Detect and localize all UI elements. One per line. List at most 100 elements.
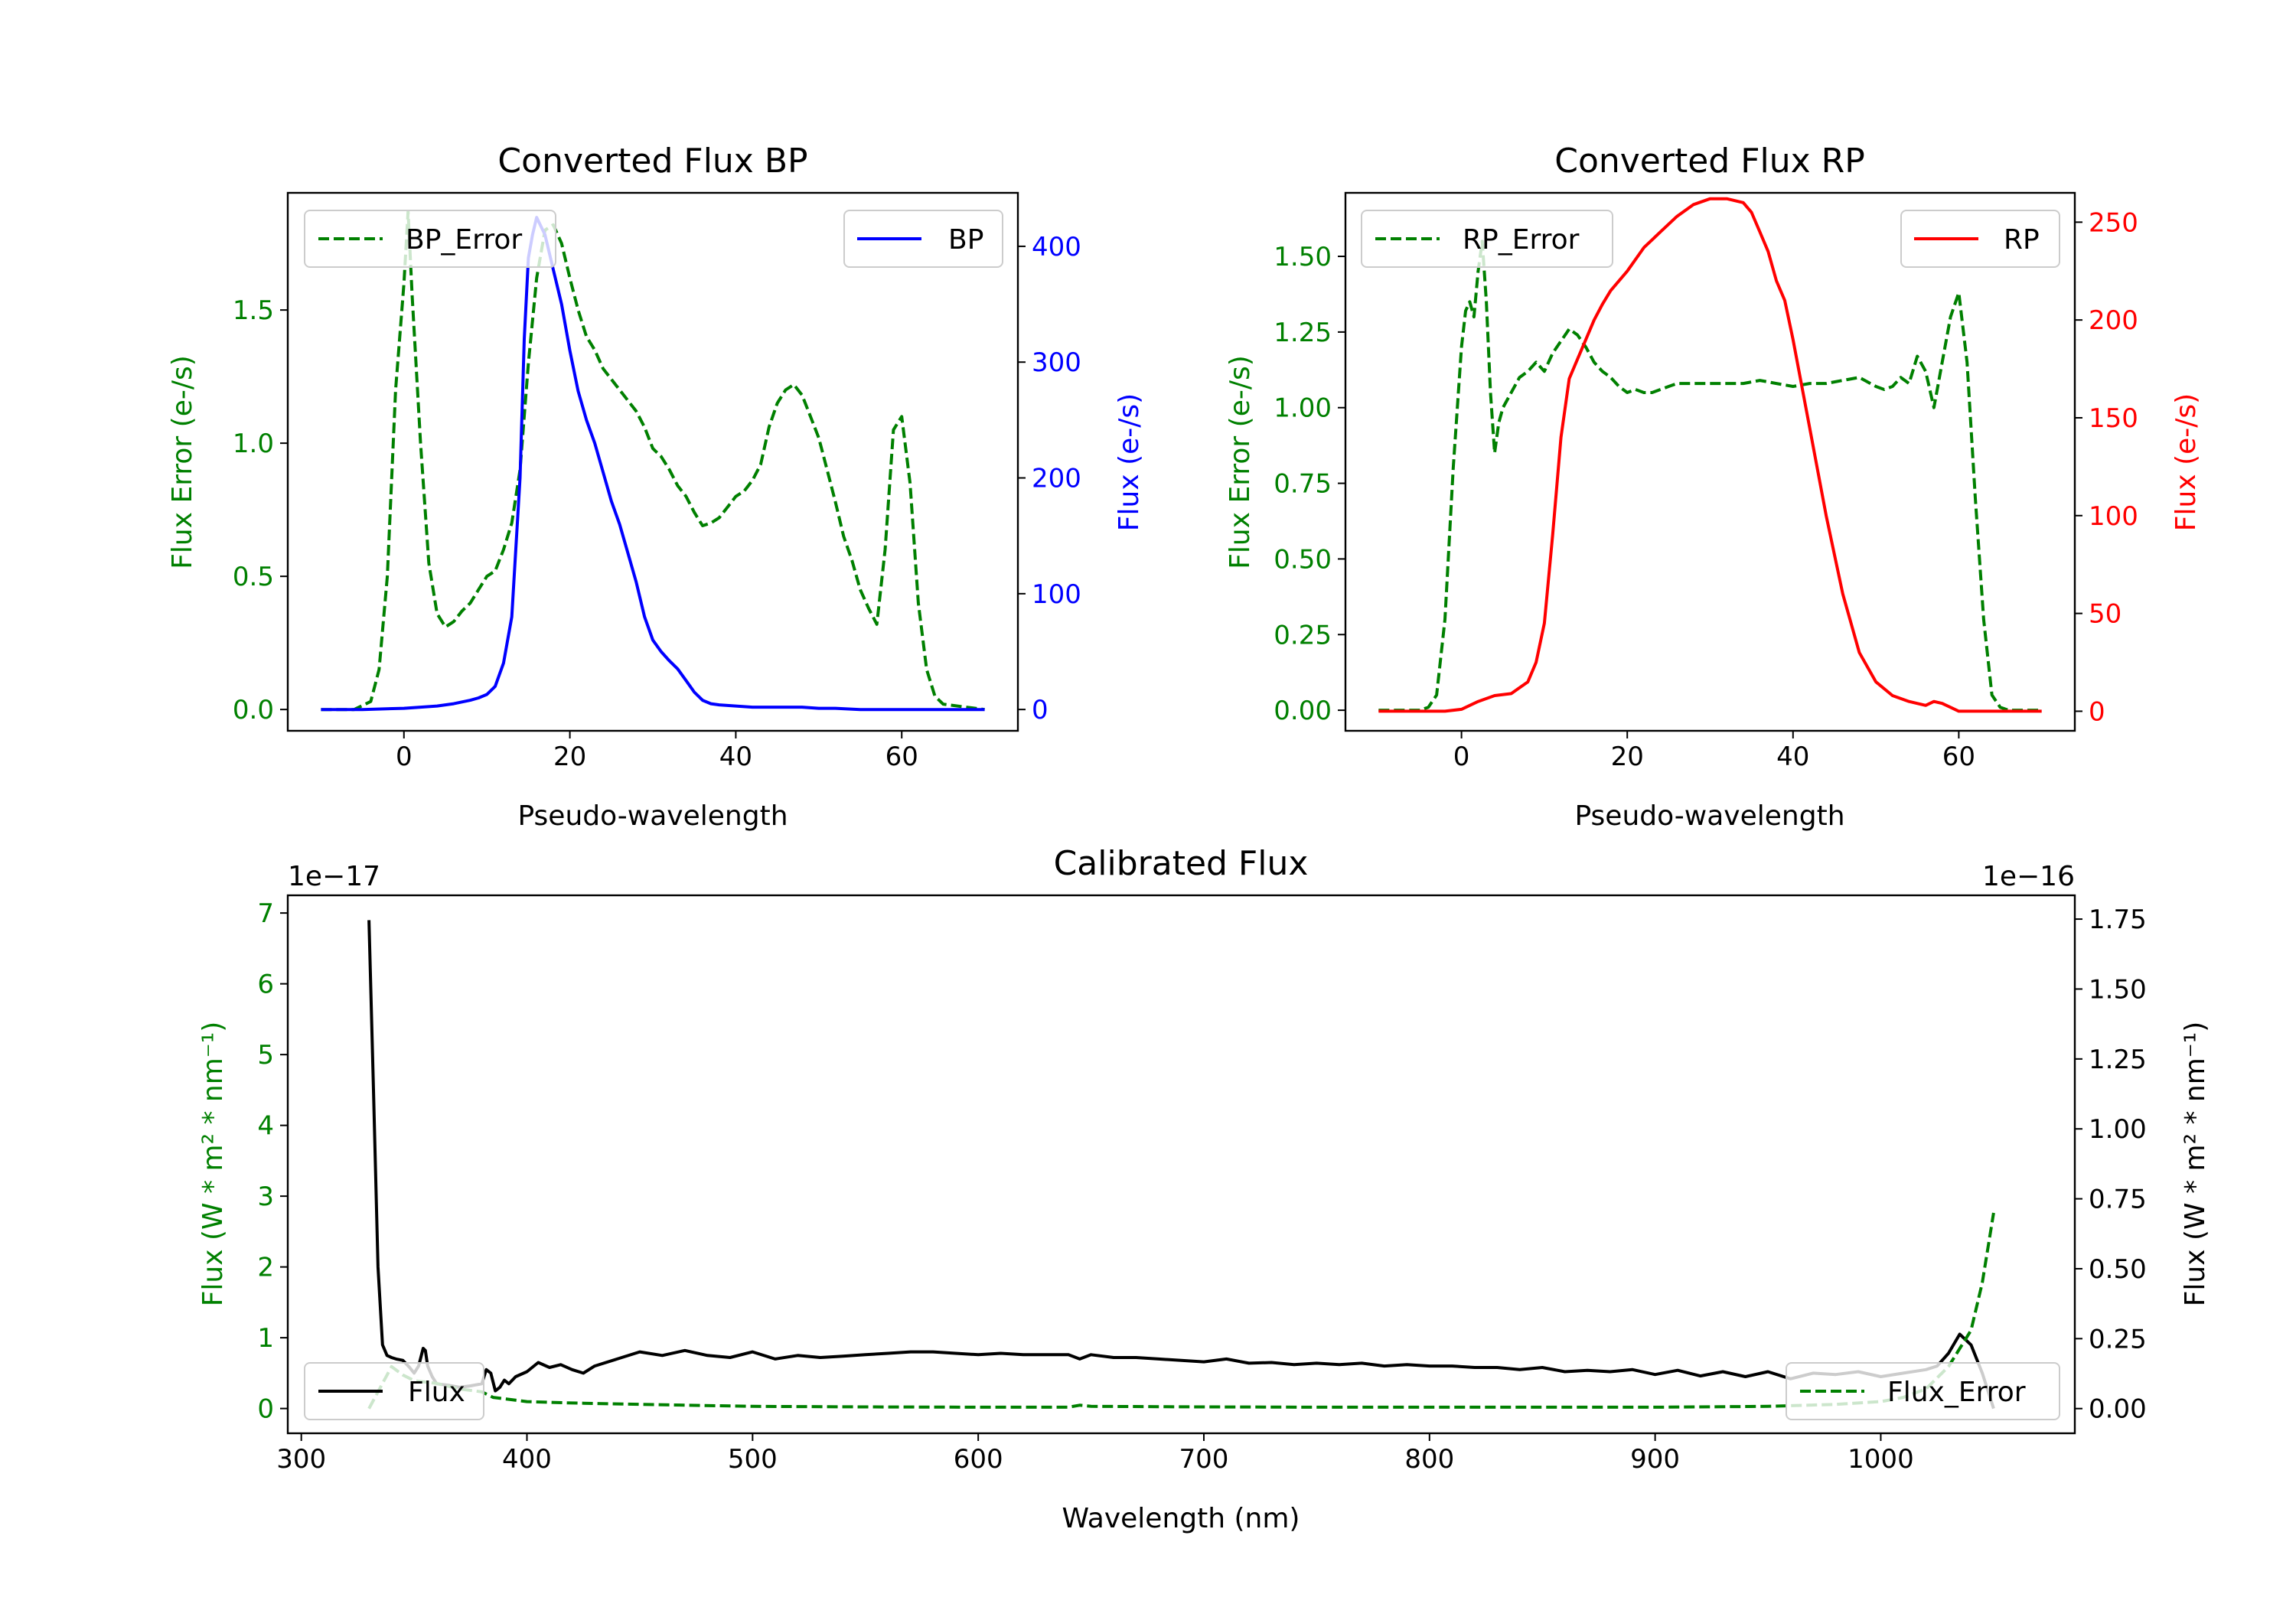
y-tick-label-left-rp: 0.25: [1274, 620, 1332, 650]
chart-panel-bp: Converted Flux BP 0 20 40 60 0.0 0.5 1.0 1.5 0 10…: [167, 142, 1145, 832]
y-tick-label-left-rp: 0.50: [1274, 544, 1332, 575]
y-tick-label-left-bp: 0.0: [233, 695, 274, 725]
y-tick-label-right-calibrated: 0.75: [2089, 1185, 2147, 1215]
y-tick-label-right-bp: 100: [1032, 579, 1081, 610]
x-tick-label-rp: 40: [1776, 742, 1809, 772]
y-tick-label-left-rp: 1.00: [1274, 393, 1332, 424]
x-axis-label-calibrated: Wavelength (nm): [1062, 1503, 1300, 1534]
y-tick-label-right-bp: 300: [1032, 347, 1081, 378]
y-tick-label-right-rp: 0: [2089, 696, 2105, 727]
y-tick-label-right-calibrated: 0.50: [2089, 1254, 2147, 1285]
legend-label-rp: RP: [2004, 224, 2040, 256]
x-tick-label-bp: 20: [553, 742, 586, 772]
y-axis-offset-left-calibrated: 1e−17: [288, 861, 380, 892]
x-tick-label-bp: 40: [719, 742, 752, 772]
y-axis-label-left-rp: Flux Error (e-/s): [1225, 355, 1256, 569]
legend-left-calibrated: Flux: [304, 1362, 484, 1420]
y-tick-label-left-calibrated: 7: [257, 898, 274, 929]
legend-right-calibrated: Flux_Error: [1786, 1362, 2060, 1420]
y-tick-label-right-bp: 0: [1032, 695, 1049, 725]
y-tick-label-left-rp: 1.25: [1274, 318, 1332, 348]
y-axis-offset-right-calibrated: 1e−16: [1982, 861, 2075, 892]
plot-area-bp: [321, 210, 985, 712]
y-tick-label-left-calibrated: 5: [257, 1040, 274, 1071]
series-line-bp-bp: [321, 216, 985, 712]
legend-box-left-bp: [304, 210, 556, 268]
x-tick-label-calibrated: 900: [1630, 1444, 1680, 1475]
ticks-bp: 0 20 40 60 0.0 0.5 1.0 1.5 0 100 200 300 400: [233, 232, 1081, 772]
legend-left-rp: RP_Error: [1361, 210, 1613, 268]
x-tick-label-calibrated: 500: [728, 1444, 778, 1475]
y-tick-label-left-rp: 0.00: [1274, 696, 1332, 726]
y-tick-label-left-calibrated: 2: [257, 1253, 274, 1283]
y-tick-label-left-bp: 1.5: [233, 295, 274, 326]
legend-label-bp: BP: [948, 224, 983, 256]
y-tick-label-right-calibrated: 1.00: [2089, 1114, 2147, 1145]
x-tick-label-rp: 0: [1453, 742, 1470, 772]
y-axis-label-right-rp: Flux (e-/s): [2170, 393, 2202, 531]
y-tick-label-left-calibrated: 4: [257, 1111, 274, 1142]
chart-title-calibrated: Calibrated Flux: [1054, 844, 1309, 883]
y-tick-label-right-calibrated: 1.50: [2089, 974, 2147, 1005]
axes-frame-bp: [286, 191, 1019, 732]
y-tick-label-right-calibrated: 1.25: [2089, 1045, 2147, 1075]
y-axis-label-right-calibrated: Flux (W * m² * nm⁻¹): [2180, 1022, 2211, 1307]
x-tick-label-calibrated: 600: [954, 1444, 1003, 1475]
y-tick-label-right-bp: 200: [1032, 464, 1081, 494]
x-axis-label-rp: Pseudo-wavelength: [1574, 800, 1844, 832]
y-tick-label-left-calibrated: 3: [257, 1182, 274, 1212]
x-tick-label-bp: 0: [396, 742, 413, 772]
y-tick-label-right-calibrated: 0.25: [2089, 1324, 2147, 1354]
y-tick-label-right-rp: 50: [2089, 599, 2122, 630]
chart-panel-calibrated: Calibrated Flux 1e−17 1e−16 300 400 500 600…: [197, 844, 2211, 1534]
x-tick-label-calibrated: 700: [1179, 1444, 1229, 1475]
y-tick-label-left-calibrated: 1: [257, 1323, 274, 1354]
y-tick-label-left-calibrated: 0: [257, 1394, 274, 1425]
y-tick-label-right-calibrated: 0.00: [2089, 1394, 2147, 1425]
y-tick-label-left-rp: 1.50: [1274, 242, 1332, 272]
x-tick-label-calibrated: 300: [276, 1444, 326, 1475]
chart-panel-rp: Converted Flux RP 0 20 40 60 0.00 0.25 0.50 0.7…: [1225, 142, 2202, 832]
y-tick-label-right-bp: 400: [1032, 232, 1081, 262]
y-tick-label-left-calibrated: 6: [257, 970, 274, 1000]
legend-right-bp: BP: [843, 210, 1003, 268]
legend-box-left-rp: [1361, 210, 1613, 268]
axes-frame-rp: [1344, 191, 2076, 732]
x-tick-label-calibrated: 1000: [1848, 1444, 1914, 1475]
legend-box-right-rp: [1900, 210, 2060, 268]
x-tick-label-rp: 60: [1942, 742, 1975, 772]
y-tick-label-right-rp: 200: [2089, 305, 2138, 336]
legend-left-bp: BP_Error: [304, 210, 556, 268]
chart-title-bp: Converted Flux BP: [497, 142, 807, 181]
x-axis-label-bp: Pseudo-wavelength: [517, 800, 788, 832]
x-tick-label-calibrated: 800: [1404, 1444, 1454, 1475]
legend-label-rp-error: RP_Error: [1463, 224, 1580, 256]
y-tick-label-right-rp: 150: [2089, 403, 2138, 434]
y-axis-label-right-bp: Flux (e-/s): [1114, 393, 1145, 531]
series-line-bp-error-bp: [321, 210, 985, 712]
y-tick-label-left-rp: 0.75: [1274, 469, 1332, 500]
legend-label-flux: Flux: [408, 1377, 465, 1408]
x-tick-label-rp: 20: [1611, 742, 1644, 772]
x-tick-label-calibrated: 400: [502, 1444, 552, 1475]
ticks-calibrated: 300 400 500 600 700 800 900 1000 0 1 2 3 4 5 6 7 0.00 0.2…: [257, 898, 2146, 1475]
y-tick-label-left-bp: 0.5: [233, 562, 274, 592]
legend-box-left-calibrated: [304, 1362, 484, 1420]
y-axis-label-left-bp: Flux Error (e-/s): [167, 355, 198, 569]
legend-box-right-bp: [843, 210, 1003, 268]
legend-box-right-calibrated: [1786, 1362, 2060, 1420]
y-axis-label-left-calibrated: Flux (W * m² * nm⁻¹): [197, 1022, 229, 1307]
y-tick-label-right-rp: 100: [2089, 501, 2138, 532]
legend-label-bp-error: BP_Error: [406, 224, 522, 256]
y-tick-label-right-calibrated: 1.75: [2089, 905, 2147, 935]
axes-frame-calibrated: [286, 894, 2076, 1435]
x-tick-label-bp: 60: [885, 742, 918, 772]
legend-right-rp: RP: [1900, 210, 2060, 268]
y-tick-label-left-bp: 1.0: [233, 429, 274, 459]
ticks-rp: 0 20 40 60 0.00 0.25 0.50 0.75 1.00 1.25 1.50 0 50 10…: [1274, 207, 2138, 772]
legend-label-flux-error: Flux_Error: [1887, 1377, 2026, 1408]
series-line-rp-rp: [1378, 197, 2042, 713]
chart-title-rp: Converted Flux RP: [1554, 142, 1865, 181]
y-tick-label-right-rp: 250: [2089, 207, 2138, 238]
